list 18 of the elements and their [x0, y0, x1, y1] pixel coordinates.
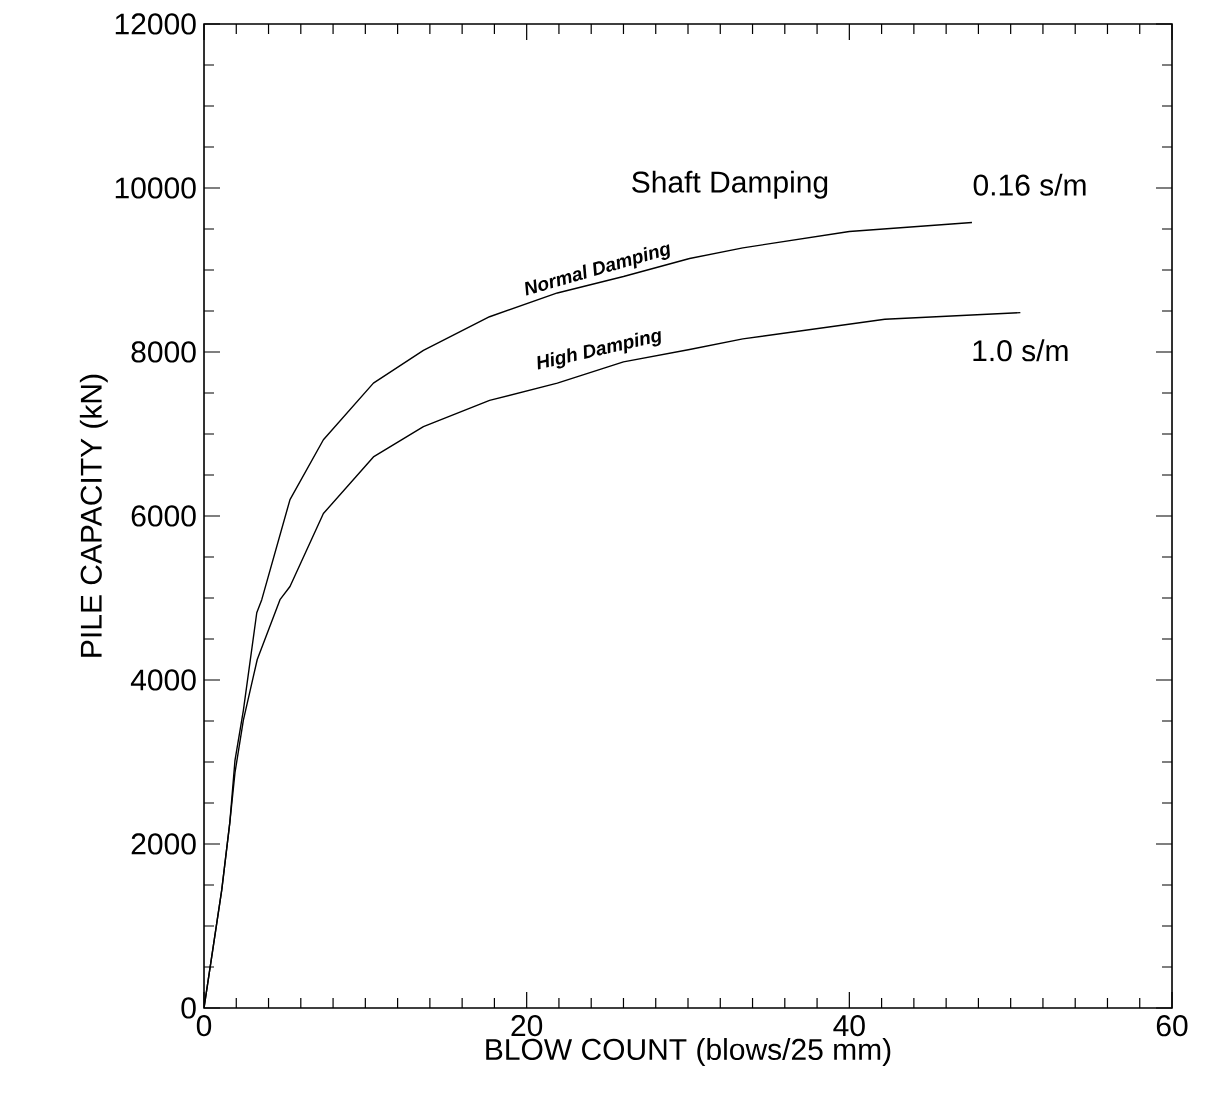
annotation: 0.16 s/m	[973, 173, 1086, 196]
y-tick-label: 6000	[131, 505, 196, 527]
x-tick-label: 40	[833, 1015, 865, 1037]
y-axis-title: PILE CAPACITY (kN)	[79, 374, 108, 657]
y-tick-label: 4000	[130, 669, 196, 691]
x-tick-label: 20	[511, 1015, 543, 1037]
y-tick-label: 0	[181, 997, 196, 1019]
y-tick-label: 10000	[115, 177, 196, 199]
text: High Damping	[537, 330, 661, 370]
y-tick-label: 12000	[115, 13, 196, 35]
annotation: 1.0 s/m	[973, 339, 1068, 362]
x-axis-title: BLOW COUNT (blows/25 mm)	[486, 1038, 891, 1066]
y-tick-label: 2000	[131, 833, 196, 855]
x-tick-label: 0	[196, 1015, 212, 1037]
x-tick-label: 60	[1156, 1015, 1188, 1037]
annotation: Shaft Damping	[632, 170, 828, 199]
text: Normal Damping	[525, 244, 670, 296]
y-tick-label: 8000	[131, 341, 196, 363]
